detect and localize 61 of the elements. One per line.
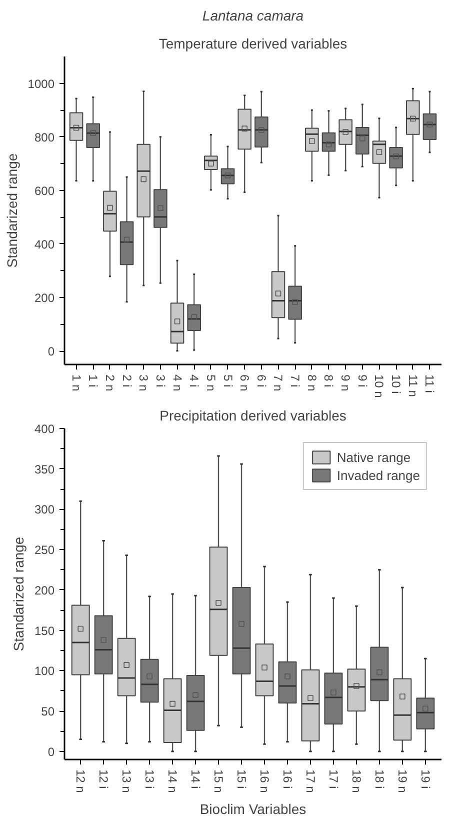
- x-tick-label: 11 n: [406, 374, 420, 397]
- x-tick-label: 8 i: [322, 374, 336, 388]
- x-tick-label: 1 n: [69, 374, 84, 392]
- x-tick-label: 19 n: [395, 770, 410, 793]
- y-tick-label: 100: [34, 664, 55, 678]
- y-tick-label: 200: [34, 291, 55, 306]
- y-axis-title: Standarized range: [4, 153, 20, 268]
- y-tick-label: 400: [34, 237, 55, 252]
- x-tick-label: 4 i: [187, 374, 202, 388]
- x-tick-label: 2 n: [102, 374, 117, 392]
- x-tick-label: 9 n: [338, 374, 353, 392]
- x-tick-label: 19 i: [418, 770, 432, 789]
- x-tick-label: 17 n: [303, 770, 318, 793]
- x-tick-label: 18 n: [349, 770, 364, 793]
- y-tick-label: 800: [34, 130, 55, 144]
- x-tick-label: 10 i: [389, 374, 404, 394]
- y-tick-label: 0: [48, 344, 55, 359]
- y-tick-label: 150: [34, 624, 55, 638]
- x-tick-label: 15 n: [212, 770, 226, 793]
- x-tick-label: 12 i: [96, 770, 111, 789]
- y-tick-label: 400: [34, 422, 55, 436]
- y-tick-label: 350: [34, 462, 55, 476]
- x-tick-label: 13 i: [142, 770, 157, 789]
- legend-label: Invaded range: [336, 468, 420, 482]
- x-tick-label: 15 i: [234, 770, 249, 789]
- y-tick-label: 300: [34, 502, 55, 517]
- x-tick-label: 5 n: [204, 374, 218, 392]
- x-tick-label: 8 n: [304, 374, 319, 392]
- y-tick-label: 1000: [28, 76, 55, 91]
- y-tick-label: 50: [41, 704, 55, 719]
- y-tick-label: 600: [34, 184, 55, 198]
- x-tick-label: 16 n: [257, 770, 272, 793]
- chart-title: Precipitation derived variables: [160, 408, 346, 424]
- x-tick-label: 16 i: [280, 770, 294, 789]
- x-tick-label: 17 i: [326, 770, 340, 789]
- x-tick-label: 9 i: [355, 374, 370, 388]
- x-tick-label: 18 i: [372, 770, 386, 789]
- x-tick-label: 1 i: [86, 374, 100, 388]
- y-tick-label: 0: [48, 744, 55, 759]
- x-tick-label: 4 n: [170, 374, 184, 392]
- x-axis-title: Bioclim Variables: [200, 800, 306, 817]
- y-axis-title: Standarized range: [10, 536, 26, 652]
- x-tick-label: 7 i: [288, 374, 302, 388]
- y-tick-label: 250: [34, 543, 55, 558]
- x-tick-label: 6 n: [238, 374, 252, 392]
- x-tick-label: 5 i: [220, 374, 235, 388]
- x-tick-label: 6 i: [254, 374, 268, 388]
- y-tick-label: 200: [34, 583, 55, 598]
- chart-subtitle: Temperature derived variables: [158, 36, 348, 52]
- x-tick-label: 10 n: [372, 374, 386, 398]
- x-tick-label: 14 i: [188, 770, 203, 789]
- x-tick-label: 2 i: [120, 374, 134, 388]
- legend-label: Native range: [336, 450, 411, 464]
- x-tick-label: 12 n: [74, 770, 88, 793]
- x-tick-label: 13 n: [120, 770, 134, 793]
- x-tick-label: 3 i: [153, 374, 168, 388]
- x-tick-label: 11 i: [422, 374, 437, 393]
- chart-title: Lantana camara: [202, 8, 304, 24]
- x-tick-label: 3 n: [136, 374, 151, 392]
- x-tick-label: 14 n: [166, 770, 180, 793]
- x-tick-label: 7 n: [271, 374, 286, 392]
